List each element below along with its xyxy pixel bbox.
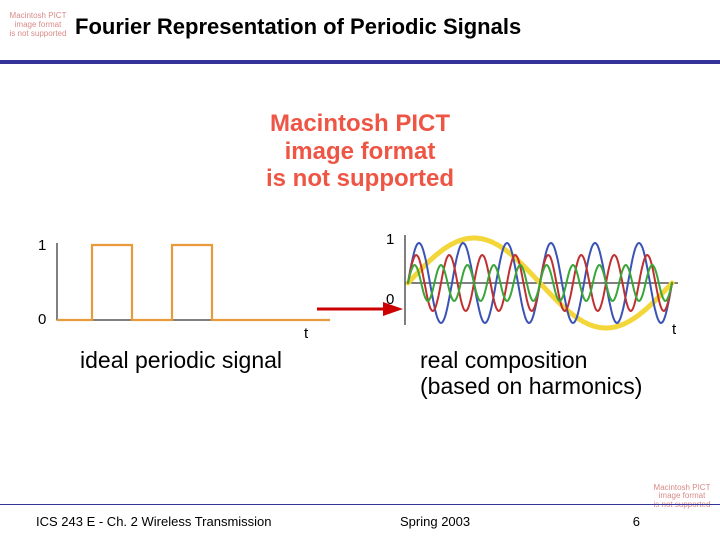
square-wave-svg (52, 225, 332, 335)
footer-divider (0, 504, 720, 505)
pict-line: is not supported (200, 165, 520, 193)
y-label-1: 1 (38, 237, 46, 254)
page-title: Fourier Representation of Periodic Signa… (75, 14, 521, 40)
x-label-t: t (672, 321, 676, 338)
left-caption: ideal periodic signal (80, 347, 282, 374)
pict-placeholder-large: Macintosh PICT image format is not suppo… (200, 110, 520, 193)
footer-left: ICS 243 E - Ch. 2 Wireless Transmission (36, 514, 272, 529)
right-caption-line1: real composition (420, 347, 587, 374)
x-label-t: t (304, 325, 308, 342)
square-wave-chart: 1 0 t (52, 225, 332, 345)
pict-line: Macintosh PICT (200, 110, 520, 138)
footer: ICS 243 E - Ch. 2 Wireless Transmission … (0, 480, 720, 540)
pict-placeholder-small-left: Macintosh PICT image format is not suppo… (8, 12, 68, 38)
pict-line: is not supported (8, 30, 68, 39)
y-label-0: 0 (38, 311, 46, 328)
arrow-icon (315, 300, 405, 318)
y-label-1: 1 (386, 231, 394, 248)
slide: Macintosh PICT image format is not suppo… (0, 0, 720, 540)
title-underline (0, 60, 720, 64)
harmonics-svg (400, 225, 680, 335)
harmonics-chart: 1 0 t (400, 225, 680, 345)
footer-center: Spring 2003 (400, 514, 470, 529)
pict-line: image format (200, 138, 520, 166)
right-caption-line2: (based on harmonics) (420, 373, 642, 400)
footer-page-number: 6 (633, 514, 640, 529)
